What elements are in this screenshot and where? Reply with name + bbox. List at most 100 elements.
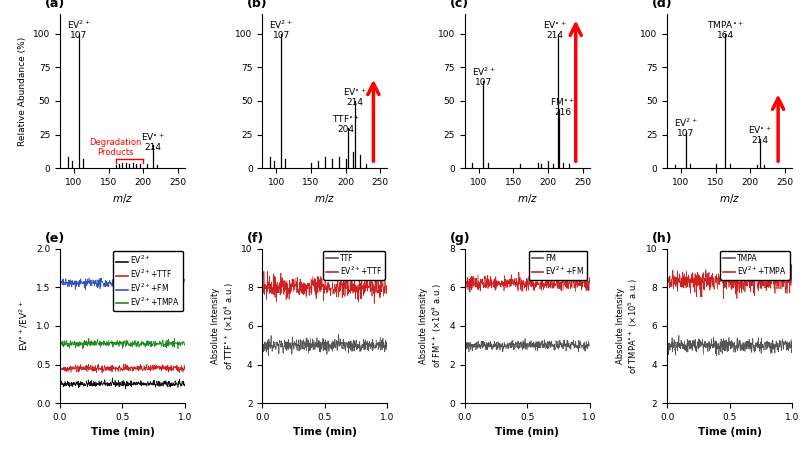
EV$^{2+}$+TTF (55, 364, 65, 370)
Y-axis label: Absolute Intensity
of FM$^{\bullet+}$ ($\times$10$^4$ a.u.): Absolute Intensity of FM$^{\bullet+}$ ($… (419, 284, 444, 368)
Line: EV$^{2+}$+TTF: EV$^{2+}$+TTF (60, 364, 185, 373)
EV$^{2+}$+TMPA (722, 279, 731, 284)
Text: (h): (h) (652, 232, 673, 246)
TMPA (674, 333, 684, 338)
EV$^{2+}$+TMPA (178, 340, 187, 346)
TMPA (785, 342, 794, 348)
Line: TTF: TTF (262, 334, 387, 356)
EV$^{2+}$ (158, 383, 168, 388)
Line: EV$^{2+}$+TMPA: EV$^{2+}$+TMPA (60, 338, 185, 349)
EV$^{2+}$+FM (563, 280, 573, 285)
EV$^{2+}$+TTF (318, 282, 327, 288)
TMPA (765, 342, 774, 348)
FM (582, 346, 592, 352)
Text: 214: 214 (546, 31, 563, 40)
Legend: EV$^{2+}$, EV$^{2+}$+TTF, EV$^{2+}$+FM, EV$^{2+}$+TMPA: EV$^{2+}$, EV$^{2+}$+TTF, EV$^{2+}$+FM, … (113, 251, 182, 311)
EV$^{2+}$ (55, 381, 65, 386)
Legend: TMPA, EV$^{2+}$+TMPA: TMPA, EV$^{2+}$+TMPA (720, 251, 790, 280)
FM (528, 344, 538, 350)
Text: EV$^{2+}$: EV$^{2+}$ (270, 19, 293, 31)
EV$^{2+}$+TMPA (84, 336, 94, 341)
Text: (a): (a) (45, 0, 66, 10)
EV$^{2+}$ (107, 375, 117, 381)
TMPA (723, 345, 733, 350)
EV$^{2+}$+TMPA (55, 340, 65, 345)
X-axis label: $m/z$: $m/z$ (314, 193, 335, 206)
Text: 204: 204 (338, 125, 355, 134)
TTF (334, 332, 343, 337)
EV$^{2+}$+TMPA (730, 279, 739, 284)
EV$^{2+}$+FM (55, 278, 65, 283)
Line: EV$^{2+}$+FM: EV$^{2+}$+FM (465, 272, 590, 292)
Text: 107: 107 (475, 78, 492, 87)
EV$^{2+}$+TMPA (180, 342, 190, 347)
Text: EV$^{\bullet+}$: EV$^{\bullet+}$ (141, 131, 165, 143)
EV$^{2+}$+FM (178, 278, 187, 283)
Text: EV$^{2+}$: EV$^{2+}$ (471, 66, 495, 78)
Line: FM: FM (465, 338, 590, 352)
EV$^{2+}$ (180, 383, 190, 389)
Legend: TTF, EV$^{2+}$+TTF: TTF, EV$^{2+}$+TTF (323, 251, 385, 280)
EV$^{2+}$+FM (460, 276, 470, 282)
Text: (g): (g) (450, 232, 470, 246)
TTF (361, 337, 370, 342)
EV$^{2+}$+TTF (370, 301, 379, 306)
X-axis label: Time (min): Time (min) (90, 428, 154, 438)
FM (460, 347, 470, 352)
X-axis label: Time (min): Time (min) (293, 428, 357, 438)
EV$^{2+}$+FM (582, 283, 592, 289)
FM (562, 344, 572, 349)
X-axis label: $m/z$: $m/z$ (719, 193, 740, 206)
Text: (e): (e) (45, 232, 66, 246)
EV$^{2+}$+TTF (123, 365, 133, 370)
FM (520, 336, 530, 341)
X-axis label: $m/z$: $m/z$ (112, 193, 133, 206)
Line: EV$^{2+}$+TMPA: EV$^{2+}$+TMPA (667, 265, 792, 299)
EV$^{2+}$+TTF (178, 366, 187, 371)
EV$^{2+}$+FM (130, 280, 139, 285)
EV$^{2+}$+TMPA (787, 283, 797, 289)
Text: TMPA$^{\bullet+}$: TMPA$^{\bullet+}$ (707, 19, 744, 31)
Line: EV$^{2+}$: EV$^{2+}$ (60, 378, 185, 389)
Text: 107: 107 (677, 129, 694, 138)
Y-axis label: Absolute Intensity
of TMPA$^{\bullet+}$ ($\times$10$^5$ a.u.): Absolute Intensity of TMPA$^{\bullet+}$ … (616, 278, 640, 374)
EV$^{2+}$+TMPA (158, 338, 167, 343)
EV$^{2+}$+FM (180, 280, 190, 285)
EV$^{2+}$+TTF (325, 286, 334, 291)
Text: 107: 107 (70, 31, 87, 40)
EV$^{2+}$ (123, 379, 133, 385)
Text: 164: 164 (717, 31, 734, 40)
Text: (b): (b) (247, 0, 268, 10)
X-axis label: $m/z$: $m/z$ (517, 193, 538, 206)
EV$^{2+}$+FM (520, 285, 530, 291)
Text: 214: 214 (347, 98, 364, 107)
TTF (380, 349, 390, 355)
EV$^{2+}$+TTF (360, 287, 370, 293)
EV$^{2+}$+FM (465, 289, 474, 295)
Text: (d): (d) (652, 0, 673, 10)
TMPA (730, 347, 740, 352)
EV$^{2+}$+TTF (357, 263, 366, 269)
FM (534, 345, 544, 351)
EV$^{2+}$+FM (585, 280, 594, 285)
Text: FM$^{\bullet+}$: FM$^{\bullet+}$ (550, 96, 575, 108)
Text: EV$^{\bullet+}$: EV$^{\bullet+}$ (748, 124, 772, 136)
Y-axis label: Absolute Intensity
of TTF$^{\bullet+}$ ($\times$10$^4$ a.u.): Absolute Intensity of TTF$^{\bullet+}$ (… (211, 282, 235, 370)
EV$^{2+}$+FM (114, 280, 124, 285)
EV$^{2+}$+TTF (382, 285, 392, 291)
EV$^{2+}$+TMPA (737, 290, 746, 295)
EV$^{2+}$+TTF (180, 365, 190, 370)
EV$^{2+}$+FM (169, 275, 178, 280)
TTF (326, 344, 335, 350)
EV$^{2+}$+FM (514, 270, 523, 275)
EV$^{2+}$+FM (158, 278, 167, 283)
Line: EV$^{2+}$+TTF: EV$^{2+}$+TTF (262, 266, 387, 304)
X-axis label: Time (min): Time (min) (698, 428, 762, 438)
EV$^{2+}$+TMPA (114, 339, 124, 345)
EV$^{2+}$ (121, 386, 130, 391)
Line: EV$^{2+}$+FM: EV$^{2+}$+FM (60, 278, 185, 289)
EV$^{2+}$+TMPA (786, 262, 796, 267)
EV$^{2+}$+FM (521, 280, 530, 285)
EV$^{2+}$+FM (534, 284, 544, 289)
FM (520, 342, 530, 348)
